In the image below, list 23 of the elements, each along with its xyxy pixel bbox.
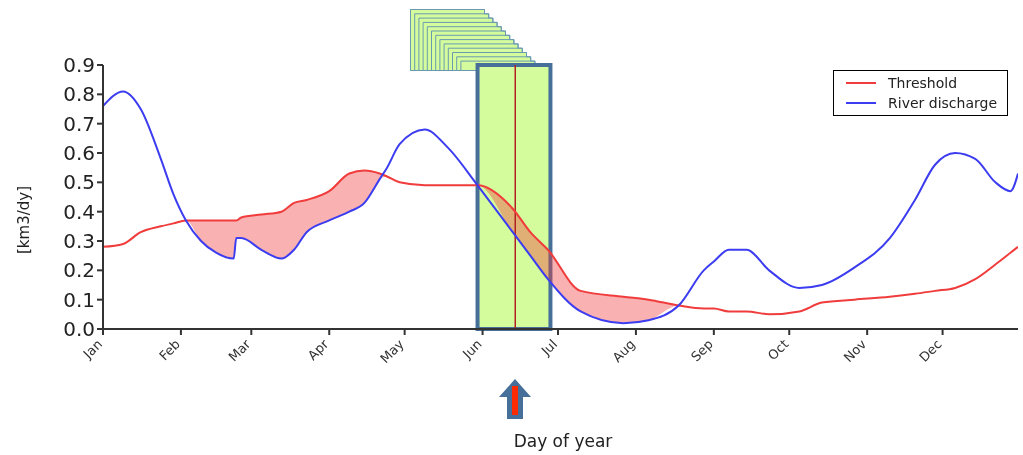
y-tick-label: 0.9 (63, 53, 95, 78)
y-tick-label: 0.5 (63, 170, 95, 195)
y-tick-label: 0.7 (63, 111, 95, 136)
x-tick-label: Feb (156, 336, 184, 364)
legend-label: Threshold (888, 74, 958, 93)
y-tick-label: 0.6 (63, 141, 95, 166)
x-axis-title: Day of year (512, 431, 614, 451)
x-tick-label: Jul (537, 336, 561, 359)
x-tick-label: Oct (764, 336, 792, 364)
x-tick-label: Apr (304, 336, 332, 364)
y-tick-label: 0.3 (63, 229, 95, 254)
x-tick-label: Sep (688, 336, 716, 365)
x-tick-label: Nov (840, 336, 870, 366)
x-tick-label: Jun (459, 336, 485, 363)
x-tick-label: Aug (609, 336, 639, 366)
y-axis-title: [km3/dy] (15, 185, 33, 256)
y-tick-label: 0.4 (63, 199, 95, 224)
x-tick-label: Dec (916, 336, 945, 365)
legend-label: River discharge (888, 94, 997, 113)
y-tick-label: 0.8 (63, 82, 95, 107)
y-tick-label: 0.2 (63, 258, 95, 283)
x-tick-label: Mar (225, 336, 254, 365)
y-tick-label: 0.1 (63, 287, 95, 312)
